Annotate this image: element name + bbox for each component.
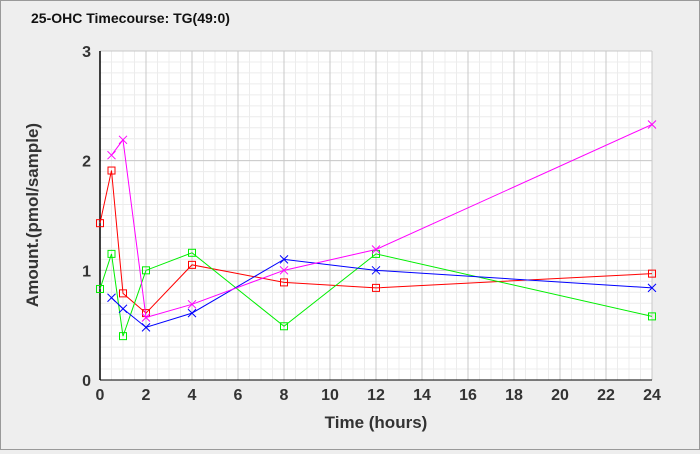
x-tick-label: 2 [142, 387, 151, 404]
data-point-magenta [647, 120, 657, 129]
chart-title: 25-OHC Timecourse: TG(49:0) [31, 10, 230, 26]
x-tick-label: 12 [367, 387, 385, 404]
y-tick-label: 2 [82, 154, 91, 171]
data-point-red [96, 219, 104, 228]
data-point-red [119, 289, 127, 298]
data-point-magenta [141, 313, 151, 322]
data-point-red [107, 166, 116, 175]
x-tick-label: 24 [643, 387, 661, 404]
series-line-red [99, 170, 653, 314]
data-point-blue [647, 283, 657, 293]
data-point-green [280, 322, 288, 331]
data-point-red [280, 278, 288, 287]
x-tick-label: 16 [459, 387, 477, 404]
data-point-blue [371, 265, 381, 275]
data-point-green [372, 249, 380, 258]
data-point-magenta [279, 265, 289, 275]
series-blue [107, 255, 657, 332]
data-point-blue [279, 255, 289, 264]
y-tick-label: 0 [82, 373, 91, 390]
x-tick-label: 6 [234, 387, 243, 404]
series-magenta [107, 120, 657, 322]
data-point-green [142, 266, 150, 275]
data-point-green [119, 332, 127, 341]
data-point-magenta [187, 299, 197, 309]
x-axis-label: Time (hours) [325, 413, 428, 432]
data-point-blue [107, 293, 116, 303]
data-point-green [96, 284, 104, 293]
x-tick-label: 8 [280, 387, 289, 404]
data-point-magenta [118, 135, 128, 145]
data-point-magenta [371, 245, 381, 254]
data-point-blue [187, 308, 197, 318]
data-point-green [648, 312, 656, 321]
x-tick-label: 4 [188, 387, 197, 404]
data-point-green [107, 249, 116, 258]
series-green [96, 248, 656, 341]
data-point-blue [141, 323, 151, 332]
series-line-green [99, 252, 653, 337]
y-tick-label: 3 [82, 44, 91, 61]
x-tick-label: 0 [96, 387, 105, 404]
data-point-blue [118, 304, 128, 314]
x-tick-label: 20 [551, 387, 569, 404]
x-tick-label: 14 [413, 387, 431, 404]
data-point-red [648, 269, 656, 278]
x-tick-label: 18 [505, 387, 523, 404]
data-point-green [188, 248, 196, 257]
data-point-red [188, 260, 196, 269]
y-tick-label: 1 [82, 263, 91, 280]
y-axis-label: Amount.(pmol/sample) [23, 123, 42, 307]
x-tick-label: 22 [597, 387, 615, 404]
data-point-red [372, 283, 380, 292]
data-point-magenta [107, 150, 116, 160]
series-red [96, 166, 656, 318]
x-tick-label: 10 [321, 387, 339, 404]
